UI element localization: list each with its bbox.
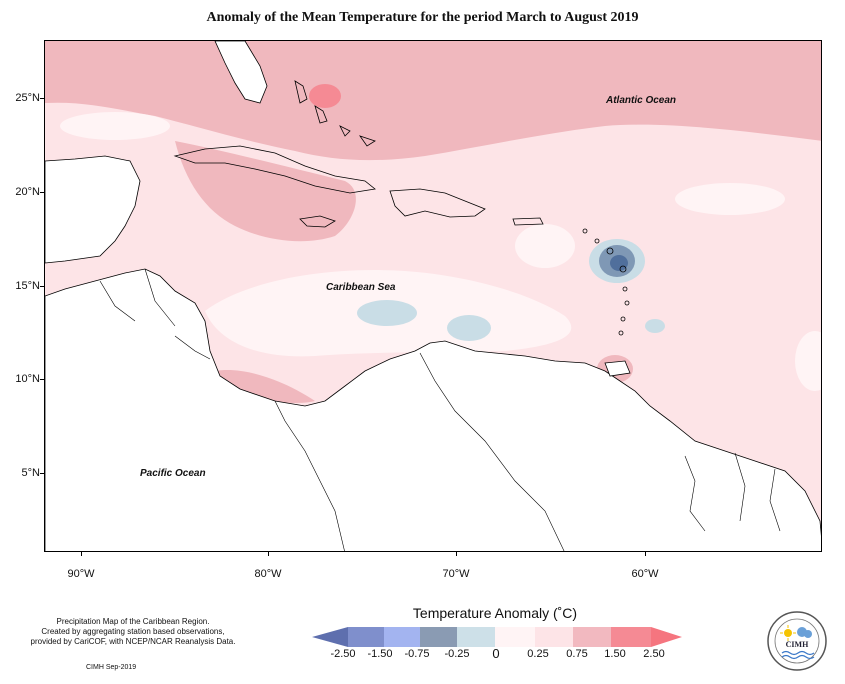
legend-label-3: -0.25 <box>444 648 470 660</box>
land-yucatan <box>45 155 141 264</box>
anomaly-light-patch-east <box>795 331 821 391</box>
anomaly-warm-patch-cuba <box>175 141 356 242</box>
land-jamaica <box>299 215 336 228</box>
credit-line-1: Precipitation Map of the Caribbean Regio… <box>56 617 210 626</box>
legend-title: Temperature Anomaly (˚C) <box>412 605 578 621</box>
legend-label-8: 2.50 <box>643 648 665 660</box>
label-atlantic-ocean: Atlantic Ocean <box>606 95 677 106</box>
anomaly-cool-patch-2 <box>447 315 491 341</box>
lon-label-70: 70°W <box>442 568 470 580</box>
legend-label-5: 0.25 <box>527 648 549 660</box>
land-puerto-rico <box>512 217 544 226</box>
legend-swatch-6 <box>535 627 573 647</box>
anomaly-light-patch-north <box>60 112 170 140</box>
tick-lon-70 <box>456 552 457 556</box>
land-central-south-america <box>45 268 821 551</box>
anomaly-light-patch-atlantic <box>675 183 785 215</box>
country-border-colombia-venezuela <box>419 352 565 551</box>
map-credits: Precipitation Map of the Caribbean Regio… <box>8 617 258 647</box>
lat-label-25: 25°N <box>15 92 40 104</box>
legend-swatch-0 <box>312 627 348 647</box>
anomaly-light-patch-antilles <box>515 224 575 268</box>
legend-swatch-1 <box>348 627 384 647</box>
lat-label-5: 5°N <box>21 467 40 479</box>
country-borders-central-america <box>99 268 211 360</box>
land-lesser-antilles <box>582 228 630 336</box>
legend-swatch-8 <box>611 627 651 647</box>
logo-text: CIMH <box>786 640 809 649</box>
legend-swatch-9 <box>651 627 682 647</box>
credit-line-3: provided by CariCOF, with NCEP/NCAR Rean… <box>30 637 236 646</box>
tick-lat-20 <box>40 192 44 193</box>
anomaly-cool-patch-small <box>645 319 665 333</box>
label-pacific-ocean: Pacific Ocean <box>140 468 206 479</box>
legend-label-2: -0.75 <box>404 648 430 660</box>
legend-label-7: 1.50 <box>604 648 626 660</box>
map-canvas <box>45 41 821 551</box>
land-cuba <box>173 145 376 194</box>
legend-swatch-4 <box>457 627 495 647</box>
legend-label-1: -1.50 <box>367 648 393 660</box>
map-title: Anomaly of the Mean Temperature for the … <box>206 10 639 25</box>
anomaly-cool-patch-1 <box>357 300 417 326</box>
country-borders-guianas <box>684 452 781 532</box>
temperature-anomaly-map <box>44 40 822 552</box>
anomaly-cool-patch-guadeloupe-inner <box>610 255 628 271</box>
tick-lat-15 <box>40 286 44 287</box>
lon-label-80: 80°W <box>254 568 282 580</box>
sun-icon <box>780 625 796 641</box>
legend-swatch-7 <box>573 627 611 647</box>
land-bahamas <box>294 80 376 147</box>
credit-line-2: Created by aggregating station based obs… <box>41 627 225 636</box>
lat-label-15: 15°N <box>15 280 40 292</box>
tick-lat-5 <box>40 473 44 474</box>
label-caribbean-sea: Caribbean Sea <box>326 282 396 293</box>
legend-color-bar <box>312 627 682 647</box>
legend-label-0: -2.50 <box>330 648 356 660</box>
tick-lon-90 <box>81 552 82 556</box>
legend-swatch-2 <box>384 627 420 647</box>
country-border-panama-colombia <box>274 400 345 551</box>
tick-lat-25 <box>40 98 44 99</box>
land-trinidad <box>604 360 631 377</box>
legend-swatch-5 <box>495 627 535 647</box>
tick-lon-60 <box>645 552 646 556</box>
anomaly-hot-spot-bahamas <box>309 84 341 108</box>
cimh-logo: CIMH <box>767 611 827 671</box>
lat-label-20: 20°N <box>15 186 40 198</box>
land-hispaniola <box>389 188 486 218</box>
land-florida <box>214 41 268 104</box>
legend-label-6: 0.75 <box>566 648 588 660</box>
wave-icon <box>781 650 815 660</box>
tick-lat-10 <box>40 379 44 380</box>
lon-label-60: 60°W <box>631 568 659 580</box>
cloud-icon <box>797 627 812 638</box>
legend-swatch-3 <box>420 627 457 647</box>
lon-label-90: 90°W <box>67 568 95 580</box>
credit-date: CIMH Sep-2019 <box>86 664 137 671</box>
legend-label-4: 0 <box>492 646 500 661</box>
tick-lon-80 <box>268 552 269 556</box>
lat-label-10: 10°N <box>15 373 40 385</box>
